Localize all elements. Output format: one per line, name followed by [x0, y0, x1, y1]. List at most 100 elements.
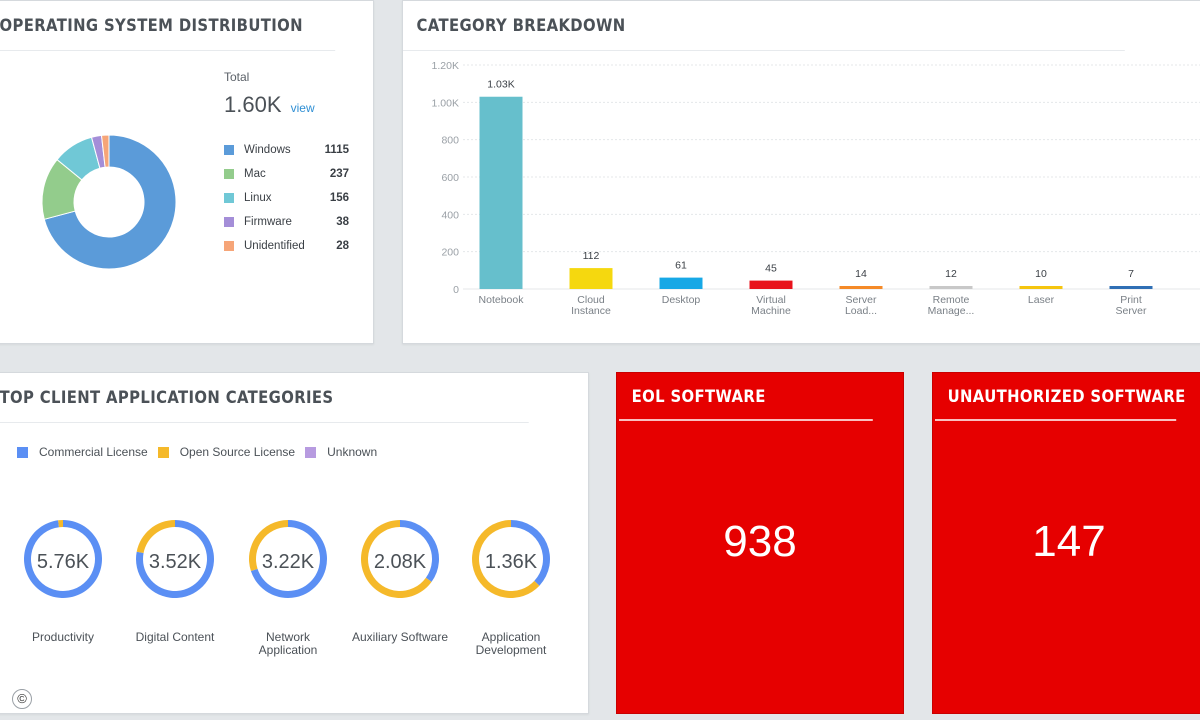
os-total-label: Total [224, 70, 250, 84]
legend-label: Commercial License [39, 445, 148, 459]
x-tick-label: Laser [1028, 294, 1055, 306]
os-legend-item-linux[interactable]: Linux 156 [224, 186, 354, 210]
legend-swatch [224, 169, 234, 179]
donut-slice-commercial [400, 520, 439, 582]
legend-swatch [305, 446, 317, 458]
donut-ring [136, 520, 214, 598]
os-legend: Windows 1115 Mac 237 Linux 156 Firmware 38 Unide… [224, 138, 354, 258]
donut-value: 3.22K [261, 551, 315, 573]
os-slice-windows[interactable] [43, 134, 177, 270]
unauthorized-software-card[interactable]: UNAUTHORIZED SOFTWARE 147 [932, 372, 1200, 714]
legend-label: Windows [244, 144, 291, 156]
bar-value-label: 7 [1128, 268, 1134, 280]
apps-legend-item[interactable]: Unknown [305, 445, 377, 459]
os-total-value: 1.60K view [224, 92, 315, 118]
y-tick-label: 200 [441, 247, 459, 259]
legend-value: 156 [329, 192, 349, 204]
app-category-donut[interactable]: 3.52K Digital Content [120, 519, 230, 644]
bar-value-label: 61 [675, 260, 687, 272]
os-legend-item-windows[interactable]: Windows 1115 [224, 138, 354, 162]
donut-slice-open-source [249, 520, 288, 572]
donut-label: Network Application [258, 630, 318, 657]
x-tick-label: Server [846, 294, 877, 306]
os-legend-item-mac[interactable]: Mac 237 [224, 162, 354, 186]
copyright-icon: © [12, 689, 32, 709]
app-category-donut[interactable]: 1.36K Application Development [456, 519, 566, 657]
donut-slice-open-source [136, 520, 175, 554]
bar-value-label: 10 [1035, 268, 1047, 280]
os-distribution-card: OPERATING SYSTEM DISTRIBUTION Total 1.60… [0, 0, 374, 344]
eol-software-title: EOL SOFTWARE [619, 373, 873, 421]
bar-desktop[interactable] [659, 277, 703, 289]
x-tick-label: Cloud [577, 294, 605, 306]
bar-server-load[interactable] [839, 286, 883, 289]
donut-label: Auxiliary Software [351, 630, 449, 644]
app-category-donut[interactable]: 2.08K Auxiliary Software [345, 519, 455, 644]
os-view-link[interactable]: view [290, 101, 315, 115]
x-tick-label: Machine [751, 305, 791, 317]
x-tick-label: Instance [571, 305, 611, 317]
legend-swatch [17, 446, 28, 458]
legend-value: 237 [329, 168, 349, 180]
os-donut-chart[interactable] [29, 122, 189, 282]
y-tick-label: 800 [441, 135, 459, 147]
bar-value-label: 1.03K [487, 79, 514, 91]
donut-slice-commercial [511, 520, 550, 586]
x-tick-label: Server [1116, 305, 1147, 317]
x-tick-label: Print [1120, 294, 1142, 306]
apps-legend-item[interactable]: Open Source License [157, 445, 296, 459]
category-breakdown-card: CATEGORY BREAKDOWN 0 200 400 600 800 1.00K 1.2… [402, 0, 1200, 344]
donut-slice-open-source [58, 520, 63, 528]
eol-software-card[interactable]: EOL SOFTWARE 938 [616, 372, 904, 714]
legend-label: Firmware [244, 216, 292, 228]
bar-virtual-machine[interactable] [749, 280, 793, 289]
os-legend-item-unidentified[interactable]: Unidentified 28 [224, 234, 354, 258]
x-tick-label: Virtual [756, 294, 786, 306]
bar-value-label: 12 [945, 268, 957, 280]
os-legend-item-firmware[interactable]: Firmware 38 [224, 210, 354, 234]
legend-swatch [224, 193, 234, 203]
os-distribution-title: OPERATING SYSTEM DISTRIBUTION [0, 1, 336, 51]
donut-ring [23, 520, 102, 598]
legend-swatch [224, 145, 234, 155]
os-slice-unidentified[interactable] [100, 134, 110, 168]
bar-value-label: 14 [855, 268, 867, 280]
app-category-donut[interactable]: 3.22K Network Application [233, 519, 343, 657]
bar-value-label: 112 [583, 250, 600, 262]
y-tick-label: 1.20K [432, 60, 459, 72]
legend-value: 1115 [324, 144, 349, 156]
donut-ring [361, 520, 439, 598]
legend-label: Mac [244, 168, 266, 180]
category-bar-chart: 0 200 400 600 800 1.00K 1.20K 1.03K Notebook 112 C… [432, 60, 1200, 317]
apps-legend-item[interactable]: Commercial License [17, 445, 148, 459]
donut-slice-open-source [472, 520, 540, 598]
donut-value: 3.52K [148, 551, 202, 573]
donut-ring [472, 520, 550, 598]
bar-notebook[interactable] [479, 96, 523, 289]
legend-value: 38 [336, 216, 349, 228]
bar-print-server[interactable] [1109, 286, 1153, 289]
donut-value: 2.08K [373, 551, 427, 573]
app-category-donut[interactable]: 5.76K Productivity [8, 519, 118, 644]
x-tick-label: Load... [845, 305, 877, 317]
legend-swatch [224, 217, 234, 227]
legend-label: Open Source License [179, 445, 296, 459]
donut-value: 5.76K [36, 551, 90, 573]
legend-label: Unknown [327, 445, 378, 459]
client-apps-legend: Commercial License Open Source License Unk… [17, 445, 387, 459]
eol-software-value: 938 [723, 517, 797, 566]
donut-label: Digital Content [135, 630, 215, 644]
x-tick-label: Manage... [928, 305, 975, 317]
bar-cloud-instance[interactable] [569, 268, 613, 289]
category-breakdown-title: CATEGORY BREAKDOWN [403, 1, 1125, 51]
donut-ring [249, 520, 327, 598]
legend-swatch [224, 241, 234, 251]
x-tick-label: Notebook [479, 294, 525, 306]
bar-laser[interactable] [1019, 286, 1063, 289]
y-tick-label: 400 [441, 209, 459, 221]
y-tick-label: 0 [453, 284, 459, 296]
client-apps-card: TOP CLIENT APPLICATION CATEGORIES Commer… [0, 372, 589, 714]
legend-label: Linux [244, 192, 272, 204]
unauthorized-software-value: 147 [1032, 517, 1106, 566]
bar-remote-manage[interactable] [929, 286, 973, 289]
